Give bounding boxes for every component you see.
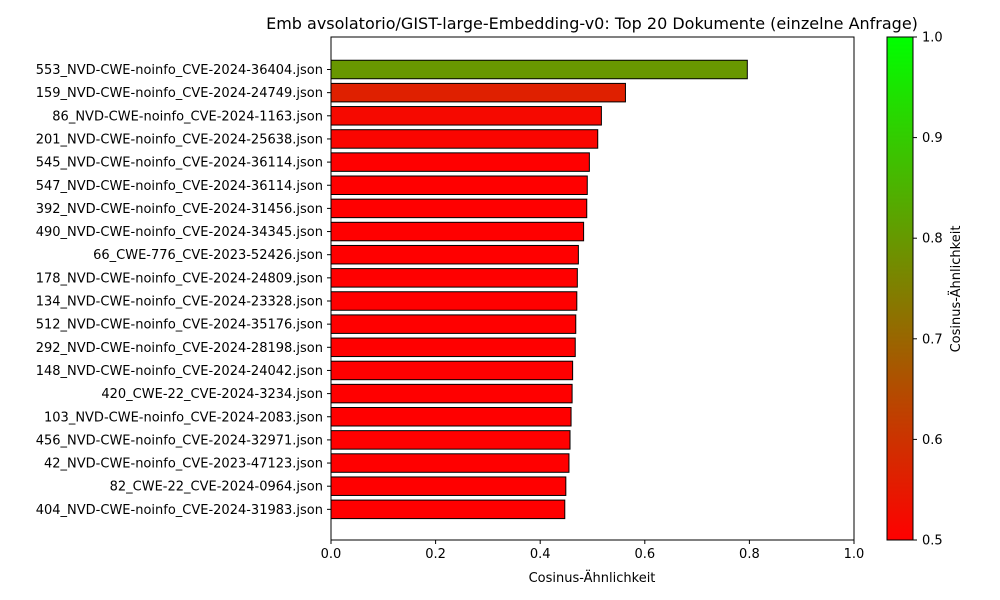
- bar: [330, 59, 748, 80]
- bar: [330, 82, 626, 103]
- y-tick-label: 547_NVD-CWE-noinfo_CVE-2024-36114.json: [36, 179, 323, 194]
- y-tick-label: 420_CWE-22_CVE-2024-3234.json: [101, 387, 323, 402]
- plot-area: [330, 59, 748, 520]
- x-tick-label: 0.0: [321, 547, 342, 562]
- bar: [330, 453, 570, 473]
- colorbar: [886, 36, 914, 541]
- bar: [330, 198, 588, 219]
- plot-frame: [330, 36, 855, 541]
- bar: [330, 175, 588, 195]
- bar: [330, 314, 577, 334]
- x-axis: 0.0 0.2 0.4 0.6 0.8 1.0: [321, 540, 865, 562]
- x-tick-label: 0.8: [739, 547, 760, 562]
- y-tick-label: 134_NVD-CWE-noinfo_CVE-2024-23328.json: [36, 295, 323, 310]
- y-tick-label: 103_NVD-CWE-noinfo_CVE-2024-2083.json: [44, 410, 323, 425]
- bar: [330, 407, 572, 427]
- y-tick-label: 86_NVD-CWE-noinfo_CVE-2024-1163.json: [52, 109, 323, 124]
- colorbar-tick-label: 1.0: [922, 31, 943, 46]
- x-tick-label: 1.0: [844, 547, 865, 562]
- colorbar-tick-label: 0.6: [922, 433, 943, 448]
- y-tick-label: 512_NVD-CWE-noinfo_CVE-2024-35176.json: [36, 318, 323, 333]
- bar: [330, 106, 602, 126]
- bar: [330, 244, 579, 265]
- y-tick-label: 66_CWE-776_CVE-2023-52426.json: [93, 248, 323, 263]
- bar: [330, 221, 585, 242]
- colorbar-tick-label: 0.5: [922, 534, 943, 549]
- colorbar-axis: 0.5 0.6 0.7 0.8 0.9 1.0: [913, 31, 943, 549]
- bar: [330, 499, 566, 520]
- bar: [330, 291, 578, 311]
- colorbar-tick-label: 0.7: [922, 332, 943, 347]
- bar: [330, 129, 599, 149]
- chart-title: Emb avsolatorio/GIST-large-Embedding-v0:…: [266, 14, 918, 33]
- x-axis-label: Cosinus-Ähnlichkeit: [529, 570, 656, 586]
- bar: [330, 152, 590, 172]
- x-tick-label: 0.4: [530, 547, 551, 562]
- y-tick-label: 201_NVD-CWE-noinfo_CVE-2024-25638.json: [36, 132, 323, 147]
- y-tick-label: 148_NVD-CWE-noinfo_CVE-2024-24042.json: [36, 364, 323, 379]
- bar: [330, 476, 567, 496]
- y-tick-label: 42_NVD-CWE-noinfo_CVE-2023-47123.json: [44, 457, 323, 472]
- y-tick-label: 159_NVD-CWE-noinfo_CVE-2024-24749.json: [36, 86, 323, 101]
- y-tick-label: 490_NVD-CWE-noinfo_CVE-2024-34345.json: [36, 225, 323, 240]
- colorbar-tick-label: 0.8: [922, 232, 943, 247]
- bar: [330, 337, 576, 358]
- y-axis: 553_NVD-CWE-noinfo_CVE-2024-36404.json 15…: [36, 63, 331, 518]
- bar: [330, 268, 578, 288]
- bar: [330, 383, 573, 404]
- y-tick-label: 553_NVD-CWE-noinfo_CVE-2024-36404.json: [36, 63, 323, 78]
- x-tick-label: 0.2: [425, 547, 446, 562]
- y-tick-label: 545_NVD-CWE-noinfo_CVE-2024-36114.json: [36, 156, 323, 171]
- y-tick-label: 292_NVD-CWE-noinfo_CVE-2024-28198.json: [36, 341, 323, 356]
- colorbar-label: Cosinus-Ähnlichkeit: [948, 226, 964, 353]
- colorbar-tick-label: 0.9: [922, 131, 943, 146]
- y-tick-label: 82_CWE-22_CVE-2024-0964.json: [110, 480, 323, 495]
- y-tick-label: 178_NVD-CWE-noinfo_CVE-2024-24809.json: [36, 271, 323, 286]
- bar: [330, 360, 574, 381]
- y-tick-label: 456_NVD-CWE-noinfo_CVE-2024-32971.json: [36, 433, 323, 448]
- x-tick-label: 0.6: [634, 547, 655, 562]
- y-tick-label: 392_NVD-CWE-noinfo_CVE-2024-31456.json: [36, 202, 323, 217]
- bar: [330, 430, 571, 450]
- y-tick-label: 404_NVD-CWE-noinfo_CVE-2024-31983.json: [36, 503, 323, 518]
